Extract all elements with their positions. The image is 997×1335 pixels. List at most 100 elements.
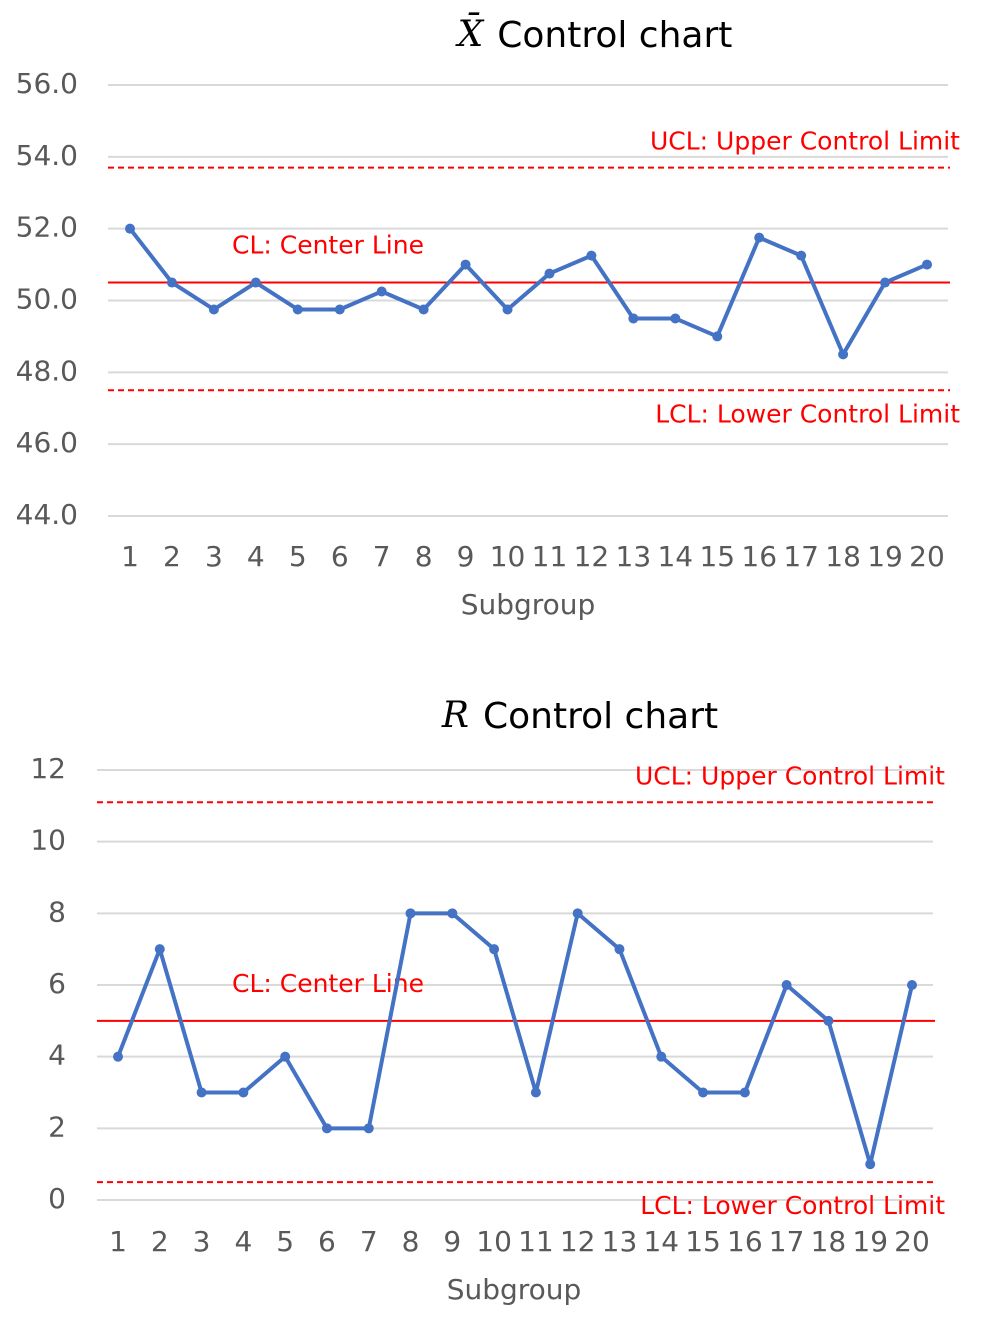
y-tick-label: 54.0 [16, 139, 78, 172]
data-line [116, 911, 914, 1167]
x-tick-label: 11 [518, 1225, 554, 1258]
x-tick-label: 15 [685, 1225, 721, 1258]
x-tick-label: 3 [205, 540, 223, 573]
data-point [292, 304, 303, 315]
data-point [922, 259, 932, 270]
data-point [614, 944, 625, 955]
data-point [656, 1051, 667, 1062]
x-tick-label: 16 [741, 540, 777, 573]
x-tick-label: 20 [909, 540, 945, 573]
x-tick-label: 2 [151, 1225, 169, 1258]
data-point [196, 1087, 207, 1098]
reference-label: LCL: Lower Control Limit [640, 1191, 945, 1220]
x-tick-label: 14 [657, 540, 693, 573]
y-tick-label: 52.0 [16, 211, 78, 244]
data-line [128, 227, 928, 357]
title-text: Control chart [497, 15, 732, 56]
title-symbol: X̄ [455, 12, 485, 55]
data-point [321, 1123, 332, 1134]
x-tick-label: 4 [247, 540, 265, 573]
data-point [113, 1051, 123, 1062]
y-tick-label: 2 [48, 1110, 66, 1143]
data-point [880, 277, 891, 288]
x-tick-label: 12 [574, 540, 610, 573]
x-tick-label: 4 [234, 1225, 252, 1258]
y-tick-label: 8 [48, 895, 66, 928]
x-tick-label: 10 [476, 1225, 512, 1258]
x-tick-label: 17 [769, 1225, 805, 1258]
data-point [460, 259, 471, 270]
x-tick-label: 2 [163, 540, 181, 573]
x-tick-label: 18 [811, 1225, 847, 1258]
x-tick-label: 7 [360, 1225, 378, 1258]
reference-label: UCL: Upper Control Limit [650, 127, 960, 156]
x-tick-label: 1 [121, 540, 139, 573]
chart-title: X̄ Control chart [455, 12, 733, 56]
title-symbol: R [441, 695, 469, 736]
x-tick-label: 7 [373, 540, 391, 573]
x-tick-label: 10 [490, 540, 526, 573]
title-text: Control chart [483, 696, 718, 737]
x-tick-label: 14 [643, 1225, 679, 1258]
x-tick-label: 20 [894, 1225, 930, 1258]
data-point [154, 944, 165, 955]
x-tick-label: 11 [532, 540, 568, 573]
data-point [628, 313, 639, 324]
x-tick-label: 17 [783, 540, 819, 573]
data-point [125, 223, 135, 234]
data-point [447, 908, 458, 919]
data-point [865, 1159, 876, 1170]
data-point [208, 304, 219, 315]
x-tick-label: 9 [457, 540, 475, 573]
x-tick-label: 19 [852, 1225, 888, 1258]
data-point [502, 304, 513, 315]
data-point [405, 908, 416, 919]
data-point [838, 349, 849, 360]
reference-label: CL: Center Line [232, 231, 424, 260]
x-tick-label: 16 [727, 1225, 763, 1258]
x-axis-title: Subgroup [447, 1273, 582, 1306]
data-point [712, 331, 723, 342]
data-point [376, 286, 387, 297]
y-tick-label: 44.0 [16, 498, 78, 531]
data-point [698, 1087, 709, 1098]
y-tick-label: 46.0 [16, 426, 78, 459]
data-point [739, 1087, 750, 1098]
x-axis-title: Subgroup [461, 588, 596, 621]
data-point [754, 232, 765, 243]
data-point [238, 1087, 249, 1098]
chart-title: R Control chart [441, 695, 718, 737]
data-point [670, 313, 681, 324]
x-tick-label: 8 [415, 540, 433, 573]
data-point [489, 944, 500, 955]
y-tick-label: 56.0 [16, 67, 78, 100]
reference-label: CL: Center Line [232, 969, 424, 998]
x-tick-label: 12 [560, 1225, 596, 1258]
data-point [363, 1123, 374, 1134]
data-point [907, 980, 917, 990]
data-point [334, 304, 345, 315]
data-point [544, 268, 555, 279]
y-tick-label: 0 [48, 1182, 66, 1215]
data-point [586, 250, 597, 261]
x-tick-label: 6 [318, 1225, 336, 1258]
data-point [530, 1087, 541, 1098]
data-point [250, 277, 261, 288]
y-tick-label: 12 [30, 752, 66, 785]
x-tick-label: 1 [109, 1225, 127, 1258]
x-tick-label: 9 [443, 1225, 461, 1258]
x-tick-label: 13 [616, 540, 652, 573]
x-tick-label: 5 [276, 1225, 294, 1258]
x-tick-label: 18 [825, 540, 861, 573]
data-point [823, 1015, 834, 1026]
data-point [166, 277, 177, 288]
x-tick-label: 13 [602, 1225, 638, 1258]
y-tick-label: 48.0 [16, 354, 78, 387]
reference-label: LCL: Lower Control Limit [655, 399, 960, 428]
y-tick-label: 6 [48, 967, 66, 1000]
x-tick-label: 5 [289, 540, 307, 573]
data-point [572, 908, 583, 919]
y-tick-label: 4 [48, 1039, 66, 1072]
x-tick-label: 19 [867, 540, 903, 573]
